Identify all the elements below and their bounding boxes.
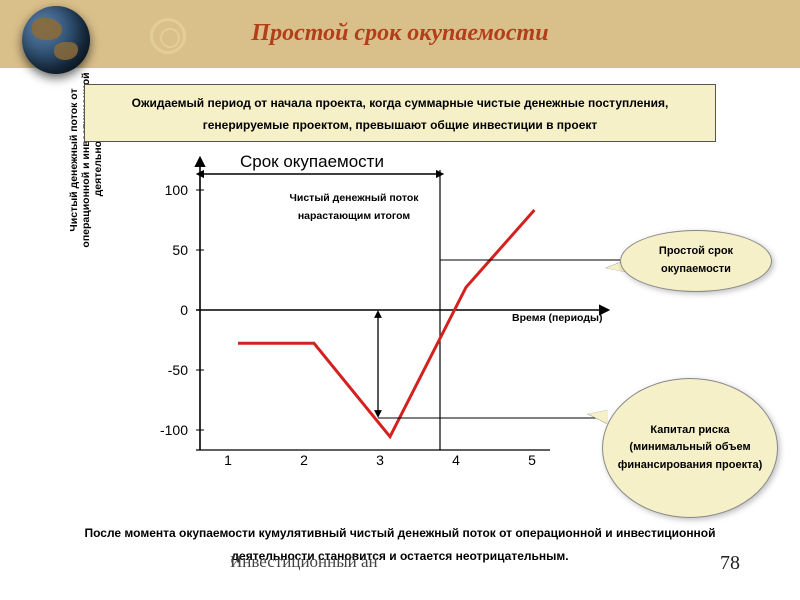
callout-tail-icon — [588, 410, 608, 424]
callout-risk-capital: Капитал риска (минимальный объем финанси… — [602, 378, 778, 518]
footer-subtext: Инвестиционный ан — [230, 552, 378, 572]
footer-note: После момента окупаемости кумулятивный ч… — [60, 522, 740, 568]
chart-svg — [80, 150, 620, 500]
page-title: Простой срок окупаемости — [0, 20, 800, 47]
definition-box: Ожидаемый период от начала проекта, когд… — [84, 84, 716, 142]
callout-simple-payback: Простой срок окупаемости — [620, 230, 772, 292]
page-number: 78 — [720, 552, 740, 575]
payback-chart: Чистый денежный поток от операционной и … — [80, 150, 620, 510]
